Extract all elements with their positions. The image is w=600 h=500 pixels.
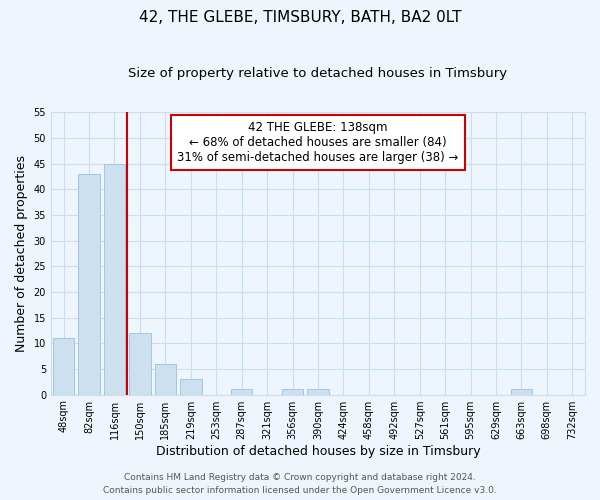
Y-axis label: Number of detached properties: Number of detached properties — [15, 155, 28, 352]
Bar — [511, 390, 532, 394]
Text: Contains HM Land Registry data © Crown copyright and database right 2024.
Contai: Contains HM Land Registry data © Crown c… — [103, 474, 497, 495]
Bar — [129, 333, 151, 394]
Bar — [282, 390, 304, 394]
Text: 42 THE GLEBE: 138sqm
← 68% of detached houses are smaller (84)
31% of semi-detac: 42 THE GLEBE: 138sqm ← 68% of detached h… — [177, 120, 458, 164]
Bar — [155, 364, 176, 394]
Bar — [53, 338, 74, 394]
Text: 42, THE GLEBE, TIMSBURY, BATH, BA2 0LT: 42, THE GLEBE, TIMSBURY, BATH, BA2 0LT — [139, 10, 461, 25]
Bar — [78, 174, 100, 394]
Title: Size of property relative to detached houses in Timsbury: Size of property relative to detached ho… — [128, 68, 508, 80]
Bar — [307, 390, 329, 394]
Bar — [104, 164, 125, 394]
Bar — [231, 390, 253, 394]
Bar — [180, 379, 202, 394]
X-axis label: Distribution of detached houses by size in Timsbury: Distribution of detached houses by size … — [155, 444, 480, 458]
